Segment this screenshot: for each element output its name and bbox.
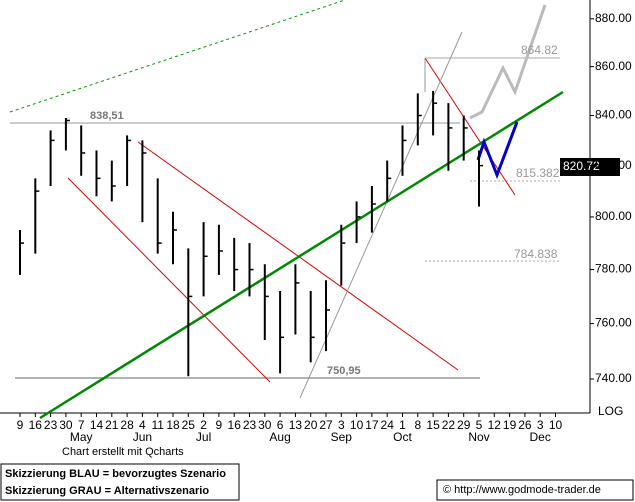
x-tick-label: 4	[139, 418, 146, 432]
x-tick-label: 18	[166, 418, 180, 432]
x-tick-label: 20	[304, 418, 318, 432]
month-label: Oct	[393, 430, 412, 444]
x-tick-label: 14	[90, 418, 104, 432]
x-tick-label: 26	[518, 418, 532, 432]
y-tick-label: 840.00	[595, 108, 632, 122]
x-tick-label: 28	[120, 418, 134, 432]
x-tick-label: 5	[476, 418, 483, 432]
x-tick-label: 23	[243, 418, 257, 432]
x-tick-label: 9	[17, 418, 24, 432]
scale-label: LOG	[598, 404, 623, 418]
y-tick-label: 760.00	[595, 316, 632, 330]
x-tick-label: 1	[399, 418, 406, 432]
y-tick-label: 880.00	[595, 11, 632, 25]
x-tick-label: 16	[228, 418, 242, 432]
x-tick-label: 3	[338, 418, 345, 432]
x-tick-label: 24	[381, 418, 395, 432]
x-tick-label: 19	[503, 418, 517, 432]
x-tick-label: 9	[216, 418, 223, 432]
credit: Chart erstellt mit Qcharts	[62, 446, 184, 458]
x-tick-label: 3	[537, 418, 544, 432]
legend-box	[0, 463, 240, 501]
annotation: 750,95	[327, 365, 361, 377]
x-tick-label: 7	[78, 418, 85, 432]
x-tick-label: 22	[442, 418, 456, 432]
annotation: 864.82	[521, 43, 558, 57]
x-tick-label: 10	[350, 418, 364, 432]
x-tick-label: 27	[319, 418, 333, 432]
x-tick-label: 30	[258, 418, 272, 432]
x-tick-label: 11	[151, 418, 164, 432]
copyright: © http://www.godmode-trader.de	[443, 484, 601, 496]
y-tick-label: 800.00	[595, 209, 632, 223]
month-label: Aug	[269, 430, 290, 444]
trend-line	[67, 177, 271, 383]
month-label: Jul	[196, 430, 211, 444]
month-label: Sep	[331, 430, 353, 444]
x-tick-label: 13	[289, 418, 303, 432]
x-tick-label: 6	[277, 418, 284, 432]
x-tick-label: 23	[44, 418, 58, 432]
x-tick-label: 21	[105, 418, 119, 432]
x-tick-label: 15	[426, 418, 440, 432]
x-tick-label: 25	[182, 418, 196, 432]
month-label: Nov	[468, 430, 489, 444]
x-tick-label: 16	[29, 418, 43, 432]
trend-line	[39, 90, 564, 420]
y-tick-label: 860.00	[595, 59, 632, 73]
plot-area	[0, 0, 590, 413]
annotation: 784.838	[514, 247, 558, 261]
last-price-box	[560, 158, 620, 176]
y-tick-label: 820.00	[595, 158, 632, 172]
x-tick-label: 10	[549, 418, 563, 432]
alt-scenario	[469, 4, 547, 120]
x-tick-label: 2	[200, 418, 207, 432]
copyright-box	[436, 479, 634, 501]
annotation: 815.382	[516, 166, 560, 180]
month-label: Dec	[530, 430, 551, 444]
month-label: May	[70, 430, 93, 444]
y-tick-label: 780.00	[595, 262, 632, 276]
x-tick-label: 12	[488, 418, 502, 432]
last-price: 820.72	[563, 159, 600, 173]
x-tick-label: 29	[457, 418, 471, 432]
y-tick-label: 740.00	[595, 371, 632, 385]
x-tick-label: 8	[414, 418, 421, 432]
x-tick-label: 30	[59, 418, 73, 432]
x-tick-label: 17	[365, 418, 379, 432]
trend-line	[9, 0, 346, 113]
month-label: Jun	[133, 430, 152, 444]
legend-text: Skizzierung BLAU = bevorzugtes Szenario	[5, 468, 226, 480]
annotation: 838,51	[90, 110, 124, 122]
main-scenario	[476, 121, 519, 180]
legend-text: Skizzierung GRAU = Alternativszenario	[5, 485, 209, 497]
